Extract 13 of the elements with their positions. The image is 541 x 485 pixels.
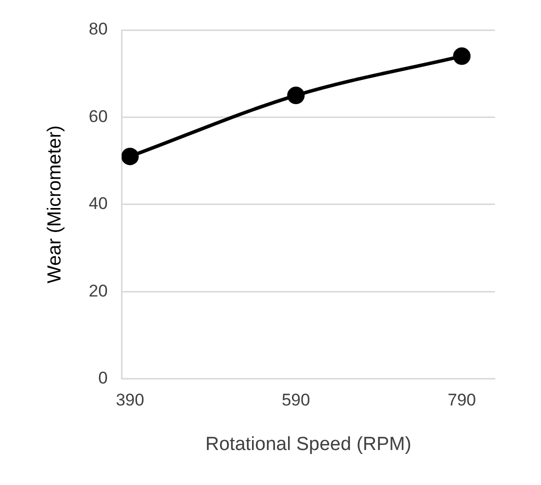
y-tick-label: 20 [88, 281, 108, 300]
point [122, 148, 139, 166]
x-tick-label: 590 [282, 390, 310, 410]
y-axis-title: Wear (Micrometer) [44, 125, 66, 284]
x-axis-title: Rotational Speed (RPM) [205, 434, 412, 455]
y-tick-label: 40 [88, 194, 108, 214]
y-tick-label: 60 [88, 106, 108, 126]
y-tick-label: 80 [88, 20, 108, 39]
y-tick-label: 0 [98, 368, 108, 388]
x-tick-label: 790 [448, 390, 476, 410]
x-tick-label: 390 [116, 390, 144, 410]
point [453, 47, 471, 65]
point [287, 86, 305, 104]
